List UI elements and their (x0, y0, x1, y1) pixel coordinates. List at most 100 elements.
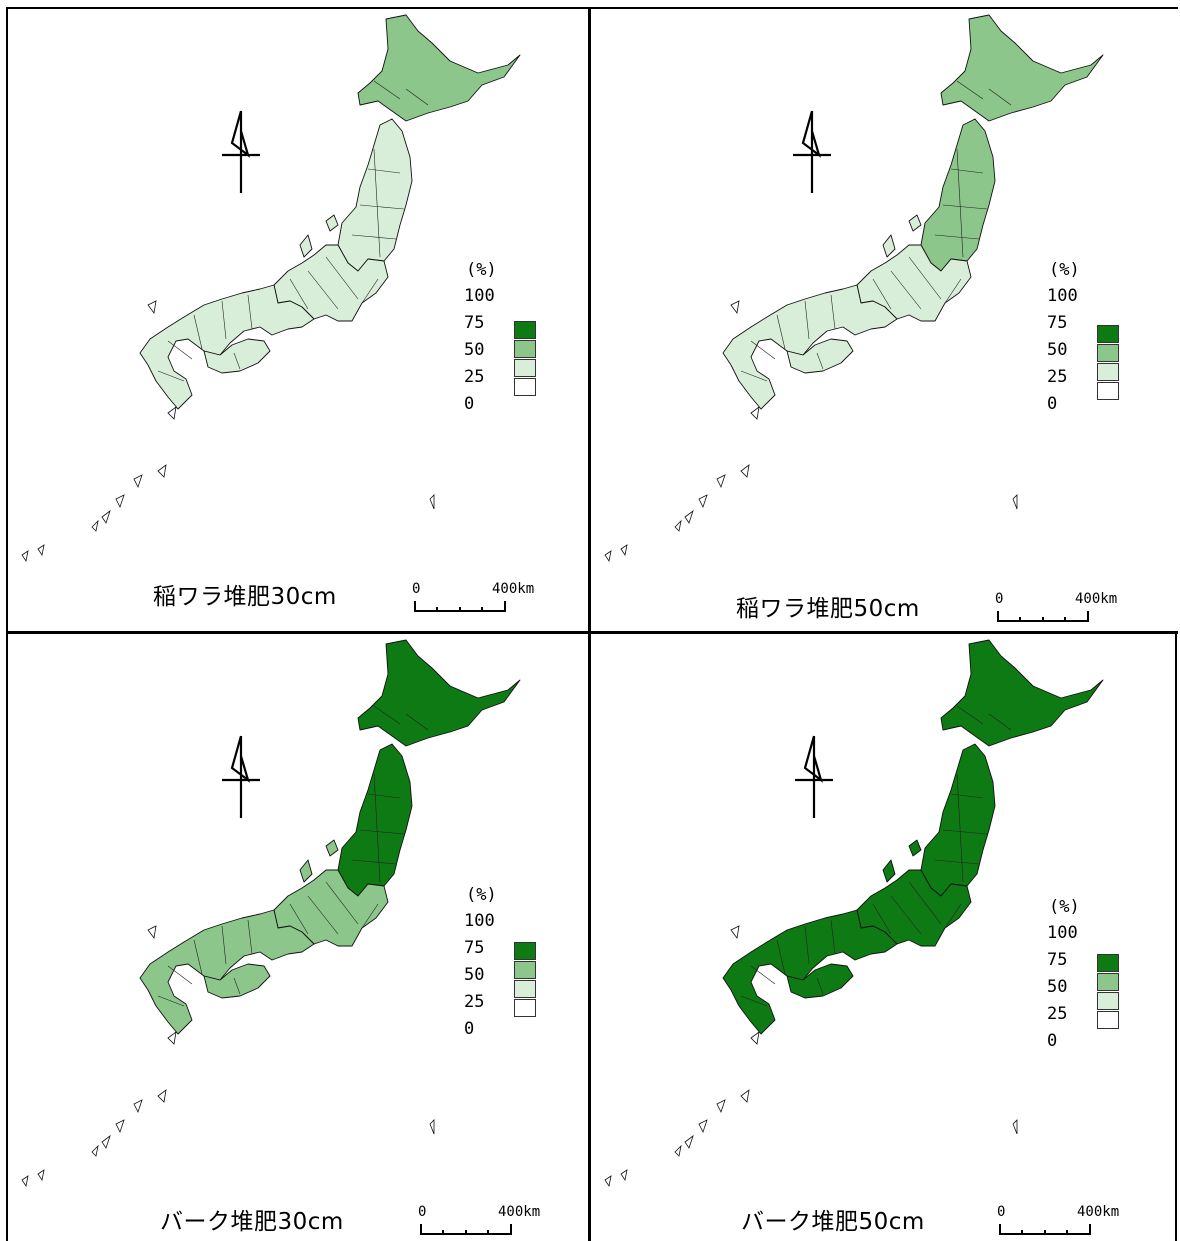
prefecture-boundary (988, 713, 1012, 731)
legend-label: 0 (464, 1019, 475, 1039)
island (429, 494, 435, 510)
prefecture-boundary (167, 340, 193, 360)
region-north (357, 639, 521, 747)
prefecture-boundary (944, 278, 962, 304)
prefecture-boundary (988, 88, 1012, 106)
legend-label: 50 (464, 965, 485, 985)
legend-label: 75 (1047, 950, 1068, 970)
prefecture-boundary (956, 705, 984, 725)
prefecture-boundary (956, 80, 984, 100)
prefecture-boundary (956, 148, 964, 258)
prefecture-boundary (373, 148, 381, 258)
prefecture-boundary (221, 925, 227, 965)
island (750, 406, 760, 420)
frame-top (6, 7, 1178, 9)
frame-left (6, 7, 8, 1241)
prefecture-boundary (804, 925, 810, 965)
japan-choropleth-map (21, 639, 521, 1188)
prefecture-boundary (908, 881, 942, 925)
island (157, 1089, 167, 1103)
region-tohoku (337, 743, 413, 897)
region-north (357, 14, 521, 122)
frame-horizontal (6, 631, 1178, 634)
legend-label: 50 (1047, 340, 1068, 360)
region-extra-0 (203, 963, 271, 999)
scale-zero-label: 0 (418, 1204, 427, 1220)
island (133, 474, 143, 489)
frame-right (1175, 634, 1177, 1241)
legend-label: 100 (1047, 286, 1078, 306)
region-west (722, 909, 898, 1035)
prefecture-boundary (373, 773, 381, 883)
legend: (%) 100 75 50 25 0 (460, 886, 570, 1039)
island (37, 1169, 45, 1182)
island (91, 519, 99, 532)
map-panel-rice-straw-30cm: (%) 100 75 50 25 0 稲ワラ堆肥30cm 0 400km (8, 9, 588, 631)
island (1012, 1119, 1018, 1135)
legend-label: 0 (1047, 394, 1058, 414)
island (750, 1031, 760, 1045)
island (91, 1144, 99, 1157)
region-north (940, 14, 1104, 122)
island (674, 1144, 682, 1157)
legend-swatch (514, 340, 536, 358)
legend-swatch (1097, 973, 1119, 991)
prefecture-boundary (193, 939, 203, 975)
map-title: 稲ワラ堆肥50cm (736, 596, 920, 622)
prefecture-boundary (367, 793, 401, 799)
region-kanto-chubu (856, 869, 972, 947)
region-extra-2 (882, 234, 896, 258)
region-extra-1 (325, 214, 339, 232)
island (115, 494, 125, 509)
prefecture-boundary (872, 278, 892, 310)
prefecture-boundary (934, 859, 980, 865)
island (37, 544, 45, 557)
legend-unit: (%) (1049, 260, 1080, 280)
legend-label: 25 (464, 992, 485, 1012)
region-west (139, 284, 315, 410)
legend-swatch (514, 321, 536, 339)
legend-swatch (1097, 992, 1119, 1010)
scale-distance-label: 400km (1077, 1204, 1120, 1220)
region-extra-2 (299, 234, 313, 258)
prefecture-boundary (307, 270, 339, 310)
region-extra-0 (203, 338, 271, 374)
frame-middle-vertical (588, 7, 591, 1241)
region-west (722, 284, 898, 410)
prefecture-boundary (934, 234, 980, 240)
prefecture-boundary (361, 903, 379, 929)
prefecture-boundary (221, 300, 227, 340)
island (730, 925, 740, 939)
prefecture-boundary (816, 977, 824, 995)
scale-bar: 0 400km (995, 1204, 1135, 1241)
legend-swatch (1097, 325, 1119, 343)
prefecture-boundary (890, 270, 922, 310)
prefecture-boundary (830, 294, 836, 330)
prefecture-boundary (167, 965, 193, 985)
island (429, 1119, 435, 1135)
island (740, 1089, 750, 1103)
prefecture-boundary (359, 829, 405, 835)
prefecture-boundary (367, 168, 401, 174)
prefecture-boundary (908, 256, 942, 300)
scale-distance-label: 400km (492, 581, 535, 597)
prefecture-boundary (872, 903, 892, 935)
legend-label: 0 (464, 394, 475, 414)
prefecture-boundary (890, 895, 922, 935)
scale-bar: 0 400km (410, 581, 550, 621)
legend-label: 75 (464, 313, 485, 333)
prefecture-boundary (373, 80, 401, 100)
prefecture-boundary (830, 919, 836, 955)
prefecture-boundary (750, 965, 776, 985)
legend-swatch (1097, 1011, 1119, 1029)
prefecture-boundary (289, 903, 309, 935)
prefecture-boundary (804, 300, 810, 340)
island (698, 494, 708, 509)
japan-choropleth-map (21, 14, 521, 563)
island (133, 1099, 143, 1114)
island (101, 1134, 111, 1149)
island (698, 1119, 708, 1134)
legend-label: 50 (464, 340, 485, 360)
region-extra-1 (325, 839, 339, 857)
legend: (%) 100 75 50 25 0 (460, 261, 570, 414)
